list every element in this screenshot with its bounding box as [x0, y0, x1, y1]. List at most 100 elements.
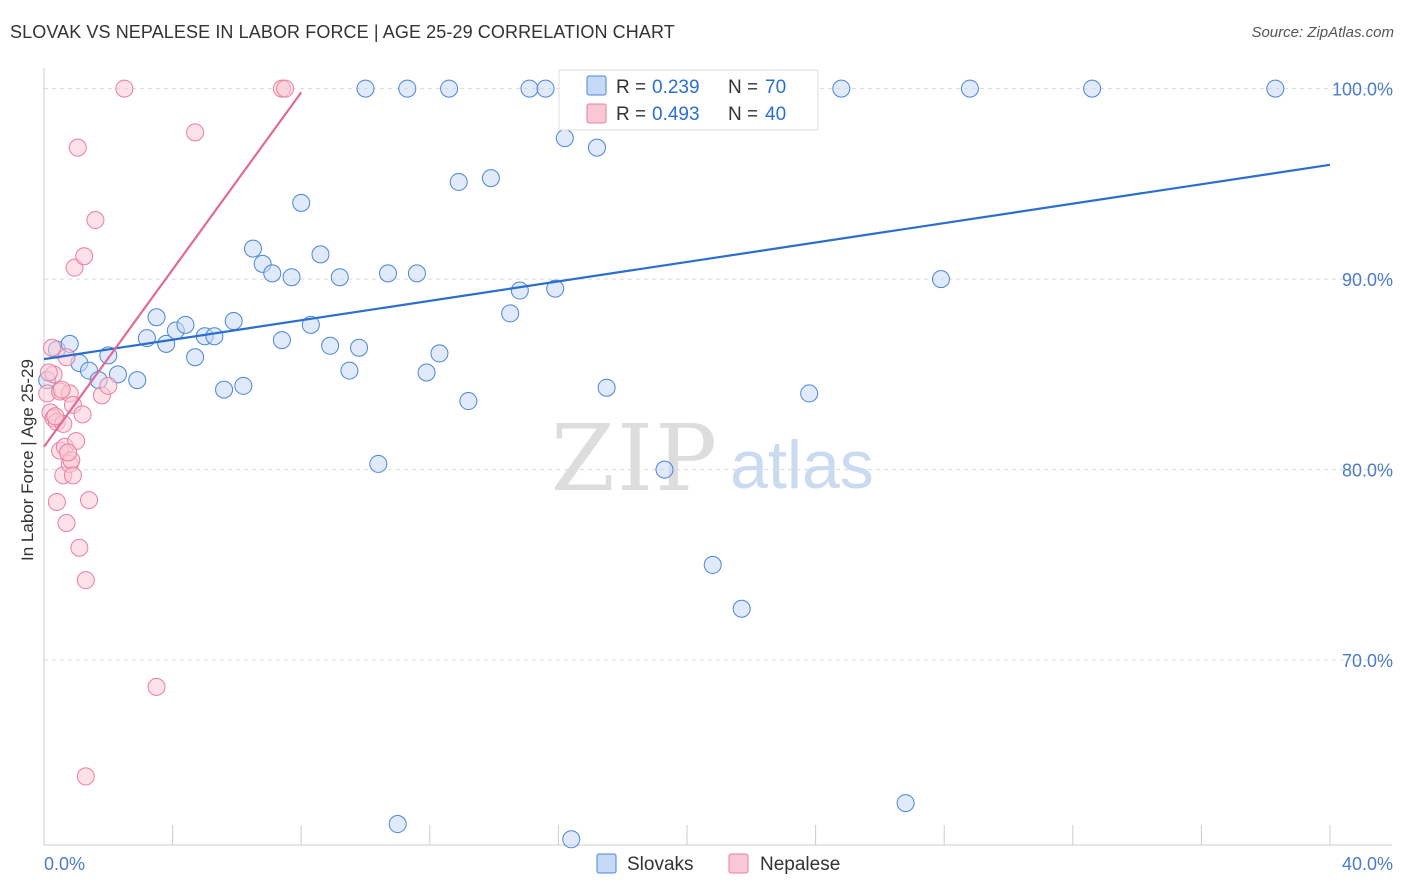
legend-n-value-nepalese: 40 [765, 104, 786, 125]
data-point [896, 794, 915, 813]
data-point [369, 454, 388, 473]
y-tick-label: 80.0% [1342, 461, 1393, 481]
data-point [356, 79, 375, 98]
y-tick-label: 100.0% [1332, 80, 1393, 100]
watermark: ZIP atlas [551, 405, 874, 512]
gridlines [44, 88, 1392, 661]
data-point [417, 363, 436, 382]
x-tick-label: 40.0% [1342, 854, 1393, 874]
data-point [440, 79, 459, 98]
legend-n-label-slovaks: N = [728, 77, 758, 98]
y-tick-label: 90.0% [1342, 270, 1393, 290]
data-point [311, 245, 330, 264]
data-point [46, 407, 65, 426]
data-point [59, 443, 78, 462]
data-point [147, 677, 166, 696]
legend-r-label-nepalese: R = [616, 104, 646, 125]
legend-slovaks-swatch [586, 75, 607, 96]
data-point [47, 493, 66, 512]
data-point [562, 830, 581, 849]
legend-r-value-nepalese: 0.493 [652, 104, 700, 125]
bottom-legend-nepalese-swatch [728, 853, 749, 874]
data-point [330, 268, 349, 287]
bottom-legend-slovaks-swatch [596, 853, 617, 874]
data-point [147, 308, 166, 327]
data-point [43, 338, 62, 357]
data-point [224, 312, 243, 331]
data-point [292, 193, 311, 212]
data-point [76, 767, 95, 786]
data-point [115, 79, 134, 98]
data-point [379, 264, 398, 283]
data-point [176, 315, 195, 334]
watermark-zip: ZIP [551, 405, 719, 512]
trend-lines [43, 91, 1331, 448]
data-point [39, 363, 58, 382]
data-point [272, 331, 291, 350]
data-point [398, 79, 417, 98]
data-point [321, 336, 340, 355]
data-point [520, 79, 539, 98]
data-point [76, 571, 95, 590]
data-point [186, 348, 205, 367]
data-point [501, 304, 520, 323]
data-point [931, 270, 950, 289]
data-point [276, 79, 295, 98]
data-point [449, 172, 468, 191]
data-point [340, 361, 359, 380]
data-point [73, 405, 92, 424]
data-point [1266, 79, 1285, 98]
legend-nepalese-swatch [586, 103, 607, 124]
data-point [186, 123, 205, 142]
x-tick-label: 0.0% [44, 854, 85, 874]
data-point [68, 138, 87, 157]
tick-labels: 100.0% 90.0% 80.0% 70.0% 0.0% 40.0% [44, 80, 1393, 874]
data-point [732, 599, 751, 618]
axes [43, 68, 1392, 846]
source-label: Source: ZipAtlas.com [1251, 24, 1394, 41]
y-tick-label: 70.0% [1342, 651, 1393, 671]
data-point [597, 378, 616, 397]
data-point [243, 239, 262, 258]
data-point [655, 460, 674, 479]
data-point [301, 315, 320, 334]
legend-r-label-slovaks: R = [616, 77, 646, 98]
data-point [536, 79, 555, 98]
data-point [63, 466, 82, 485]
bottom-legend: Slovaks Nepalese [596, 853, 840, 875]
data-point [128, 371, 147, 390]
data-point [555, 129, 574, 148]
data-point [57, 513, 76, 532]
data-point [832, 79, 851, 98]
legend-r-value-slovaks: 0.239 [652, 77, 700, 98]
legend-n-value-slovaks: 70 [765, 77, 786, 98]
data-point [205, 327, 224, 346]
data-point [703, 555, 722, 574]
bottom-legend-nepalese-label: Nepalese [760, 854, 840, 875]
data-point [86, 211, 105, 230]
nepalese-trend-line [43, 91, 303, 448]
slovaks-trend-line [43, 163, 1331, 361]
data-point [52, 380, 71, 399]
data-point [388, 815, 407, 834]
data-point [75, 247, 94, 266]
legend-n-label-nepalese: N = [728, 104, 758, 125]
data-point [215, 380, 234, 399]
chart-title: SLOVAK VS NEPALESE IN LABOR FORCE | AGE … [10, 22, 675, 42]
data-point [481, 169, 500, 188]
data-point [800, 384, 819, 403]
watermark-atlas: atlas [730, 427, 874, 503]
data-point [263, 264, 282, 283]
data-point [430, 344, 449, 363]
nepalese-points [38, 79, 295, 786]
data-point [1083, 79, 1102, 98]
data-point [960, 79, 979, 98]
bottom-legend-slovaks-label: Slovaks [627, 854, 694, 875]
data-point [407, 264, 426, 283]
data-point [234, 376, 253, 395]
data-point [80, 491, 99, 510]
data-point [70, 538, 89, 557]
data-point [546, 279, 565, 298]
data-point [587, 138, 606, 157]
